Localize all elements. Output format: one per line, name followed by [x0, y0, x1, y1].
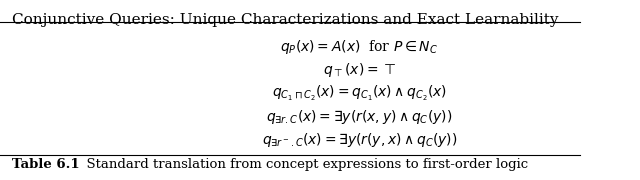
Text: $q_P(x) = A(x)$  for $P \in N_C$: $q_P(x) = A(x)$ for $P \in N_C$ [280, 38, 438, 56]
Text: Conjunctive Queries: Unique Characterizations and Exact Learnability: Conjunctive Queries: Unique Characteriza… [12, 13, 558, 27]
Text: Standard translation from concept expressions to first-order logic: Standard translation from concept expres… [78, 158, 529, 171]
Text: $q_{\exists r.C}(x) = \exists y(r(x,y) \wedge q_C(y))$: $q_{\exists r.C}(x) = \exists y(r(x,y) \… [266, 108, 452, 126]
Text: Table 6.1: Table 6.1 [12, 158, 79, 171]
Text: $q_\top(x) = \top$: $q_\top(x) = \top$ [323, 61, 396, 79]
Text: $q_{C_1 \sqcap C_2}(x) = q_{C_1}(x) \wedge q_{C_2}(x)$: $q_{C_1 \sqcap C_2}(x) = q_{C_1}(x) \wed… [272, 84, 447, 103]
Text: $q_{\exists r^-.C}(x) = \exists y(r(y,x) \wedge q_C(y))$: $q_{\exists r^-.C}(x) = \exists y(r(y,x)… [262, 131, 457, 149]
